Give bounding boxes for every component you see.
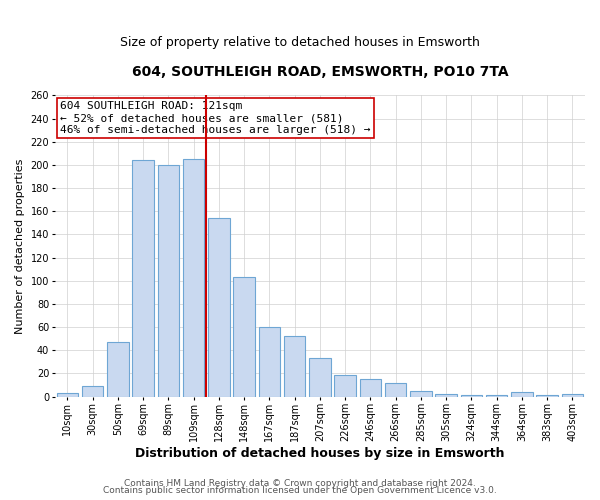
Bar [183,159,205,396]
Bar [562,394,583,396]
Bar [56,393,78,396]
Bar [284,336,305,396]
Bar [385,382,406,396]
Text: Contains public sector information licensed under the Open Government Licence v3: Contains public sector information licen… [103,486,497,495]
Bar [410,390,431,396]
Bar [259,327,280,396]
Bar [309,358,331,397]
Bar [436,394,457,396]
Bar [359,379,381,396]
Bar [208,218,230,396]
Bar [511,392,533,396]
Bar [158,165,179,396]
Y-axis label: Number of detached properties: Number of detached properties [15,158,25,334]
X-axis label: Distribution of detached houses by size in Emsworth: Distribution of detached houses by size … [135,447,505,460]
Title: 604, SOUTHLEIGH ROAD, EMSWORTH, PO10 7TA: 604, SOUTHLEIGH ROAD, EMSWORTH, PO10 7TA [131,65,508,79]
Bar [133,160,154,396]
Bar [82,386,103,396]
Text: 604 SOUTHLEIGH ROAD: 121sqm
← 52% of detached houses are smaller (581)
46% of se: 604 SOUTHLEIGH ROAD: 121sqm ← 52% of det… [60,102,371,134]
Bar [334,374,356,396]
Text: Contains HM Land Registry data © Crown copyright and database right 2024.: Contains HM Land Registry data © Crown c… [124,478,476,488]
Text: Size of property relative to detached houses in Emsworth: Size of property relative to detached ho… [120,36,480,49]
Bar [107,342,128,396]
Bar [233,277,255,396]
